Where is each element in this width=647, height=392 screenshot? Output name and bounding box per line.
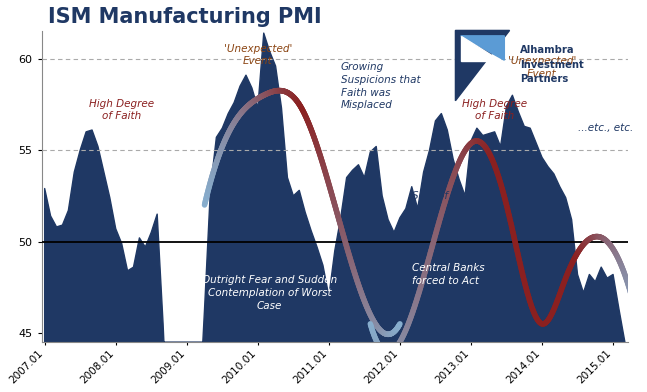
Text: Central Banks
forced to Act: Central Banks forced to Act [411, 263, 485, 286]
Text: Alhambra
Investment
Partners: Alhambra Investment Partners [520, 45, 584, 85]
Polygon shape [461, 36, 505, 60]
Text: Sigh of Relief: Sigh of Relief [411, 191, 480, 201]
Text: High Degree
of Faith: High Degree of Faith [462, 98, 527, 121]
Text: 'Unexpected'
Event: 'Unexpected' Event [224, 44, 292, 67]
Text: 'Unexpected'
Event: 'Unexpected' Event [508, 56, 576, 79]
Text: Growing
Suspicions that
Faith was
Misplaced: Growing Suspicions that Faith was Mispla… [341, 62, 421, 110]
Polygon shape [461, 36, 501, 61]
Text: ISM Manufacturing PMI: ISM Manufacturing PMI [48, 7, 321, 27]
Text: ...etc., etc.: ...etc., etc. [578, 123, 633, 133]
Polygon shape [455, 31, 510, 101]
Text: Outright Fear and Sudden
Contemplation of Worst
Case: Outright Fear and Sudden Contemplation o… [202, 275, 337, 310]
Text: High Degree
of Faith: High Degree of Faith [89, 98, 154, 121]
